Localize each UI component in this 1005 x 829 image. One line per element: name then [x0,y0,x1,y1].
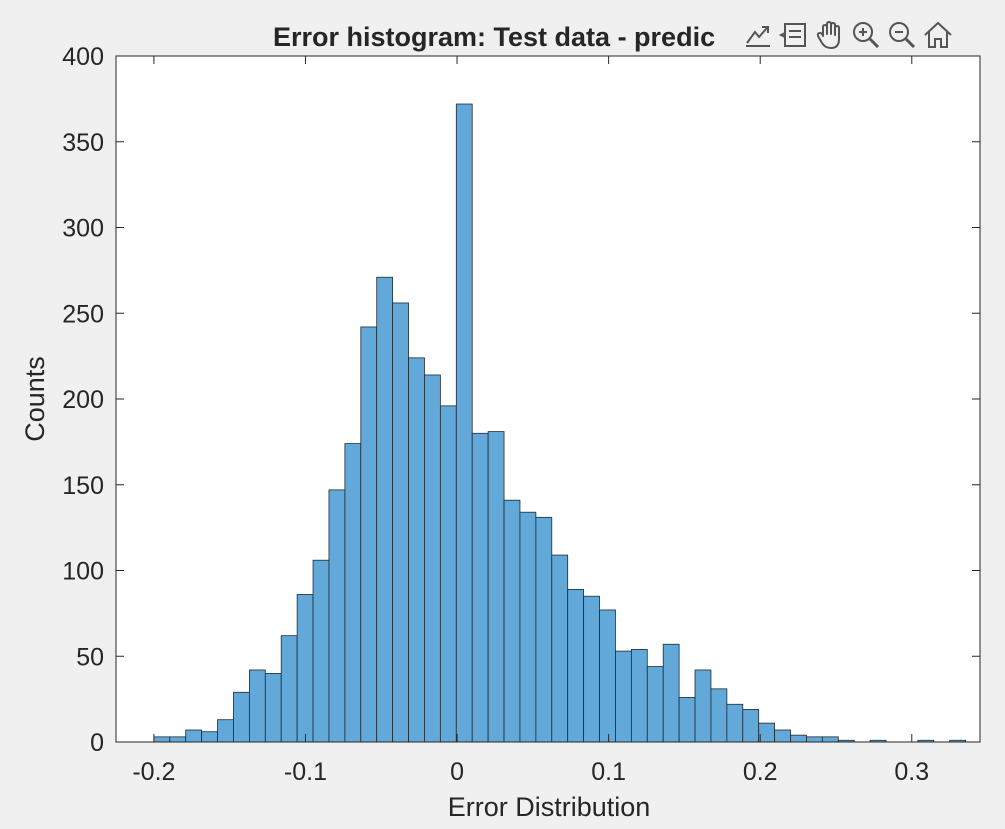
histogram-bar [217,719,234,743]
pan-button[interactable] [813,18,847,52]
histogram-bar [233,691,250,743]
data-tips-button[interactable] [777,18,811,52]
histogram-bar [678,697,696,743]
histogram-bar [599,609,616,743]
histogram-bar [694,669,712,743]
histogram-bar [535,516,553,743]
histogram-bar [583,595,600,743]
histogram-bar [471,432,489,743]
y-tick-label: 350 [62,129,104,157]
x-tick-label: 0.3 [894,758,929,786]
histogram-bar [408,357,425,743]
histogram-bar [439,405,457,743]
histogram-bar [806,736,823,743]
y-tick-label: 50 [76,643,104,671]
histogram-bar [646,666,664,743]
x-tick-label: 0 [450,758,464,786]
histogram-bar [615,650,632,743]
x-tick-label: 0.1 [591,758,626,786]
histogram-bar [344,443,362,743]
histogram-bar [248,669,266,743]
histogram-bar [376,276,394,743]
histogram-bar [710,688,728,743]
y-tick-label: 100 [62,558,104,586]
x-tick-label: -0.2 [132,758,175,786]
histogram-bar [153,736,171,743]
histogram-bar [185,729,203,743]
histogram-bar [264,673,282,743]
histogram-bar [726,703,744,743]
histogram-bar [503,499,521,743]
histogram-bar [312,559,330,743]
histogram-bar [662,643,680,743]
histogram-bar [328,489,346,743]
histogram-bar [201,731,218,743]
zoom-in-icon [853,22,880,49]
histogram-bars [153,103,966,743]
histogram-bar [742,709,760,743]
data-tips-icon [778,23,806,47]
histogram-bar [280,635,298,743]
y-tick-label: 150 [62,472,104,500]
histogram-bar [487,431,505,743]
export-button[interactable] [741,18,775,52]
y-tick-label: 200 [62,386,104,414]
x-tick-label: 0.2 [743,758,778,786]
export-icon [746,26,770,47]
histogram-bar [758,722,776,743]
histogram-bar [567,588,585,743]
restore-view-button[interactable] [921,18,955,52]
histogram-bar [360,326,378,743]
zoom-out-button[interactable] [885,18,919,52]
histogram-bar [821,736,839,743]
y-tick-label: 300 [62,215,104,243]
y-tick-label: 0 [90,729,104,757]
pan-hand-icon [816,21,840,49]
histogram-bar [790,734,807,743]
y-axis-ticks: 0 50 100 150 200 250 300 350 400 [62,43,980,757]
histogram-bar [551,554,569,743]
histogram-bar [455,103,473,743]
zoom-out-icon [889,22,916,49]
home-icon [924,21,952,48]
histogram-bar [519,511,537,743]
x-axis-ticks: -0.2 -0.1 0 0.1 0.2 0.3 [132,56,929,786]
x-axis-label: Error Distribution [448,792,651,822]
zoom-in-button[interactable] [849,18,883,52]
histogram-bar [169,736,187,743]
chart-title: Error histogram: Test data - predic [273,22,715,52]
histogram-bar [424,374,441,743]
y-axis-label: Counts [20,356,50,442]
histogram-bar [296,594,314,743]
histogram-bar [630,648,648,743]
y-tick-label: 400 [62,43,104,71]
histogram-bar [392,302,409,743]
axes-toolbar [741,14,955,56]
x-tick-label: -0.1 [284,758,327,786]
histogram-bar [774,729,791,743]
y-tick-label: 250 [62,300,104,328]
